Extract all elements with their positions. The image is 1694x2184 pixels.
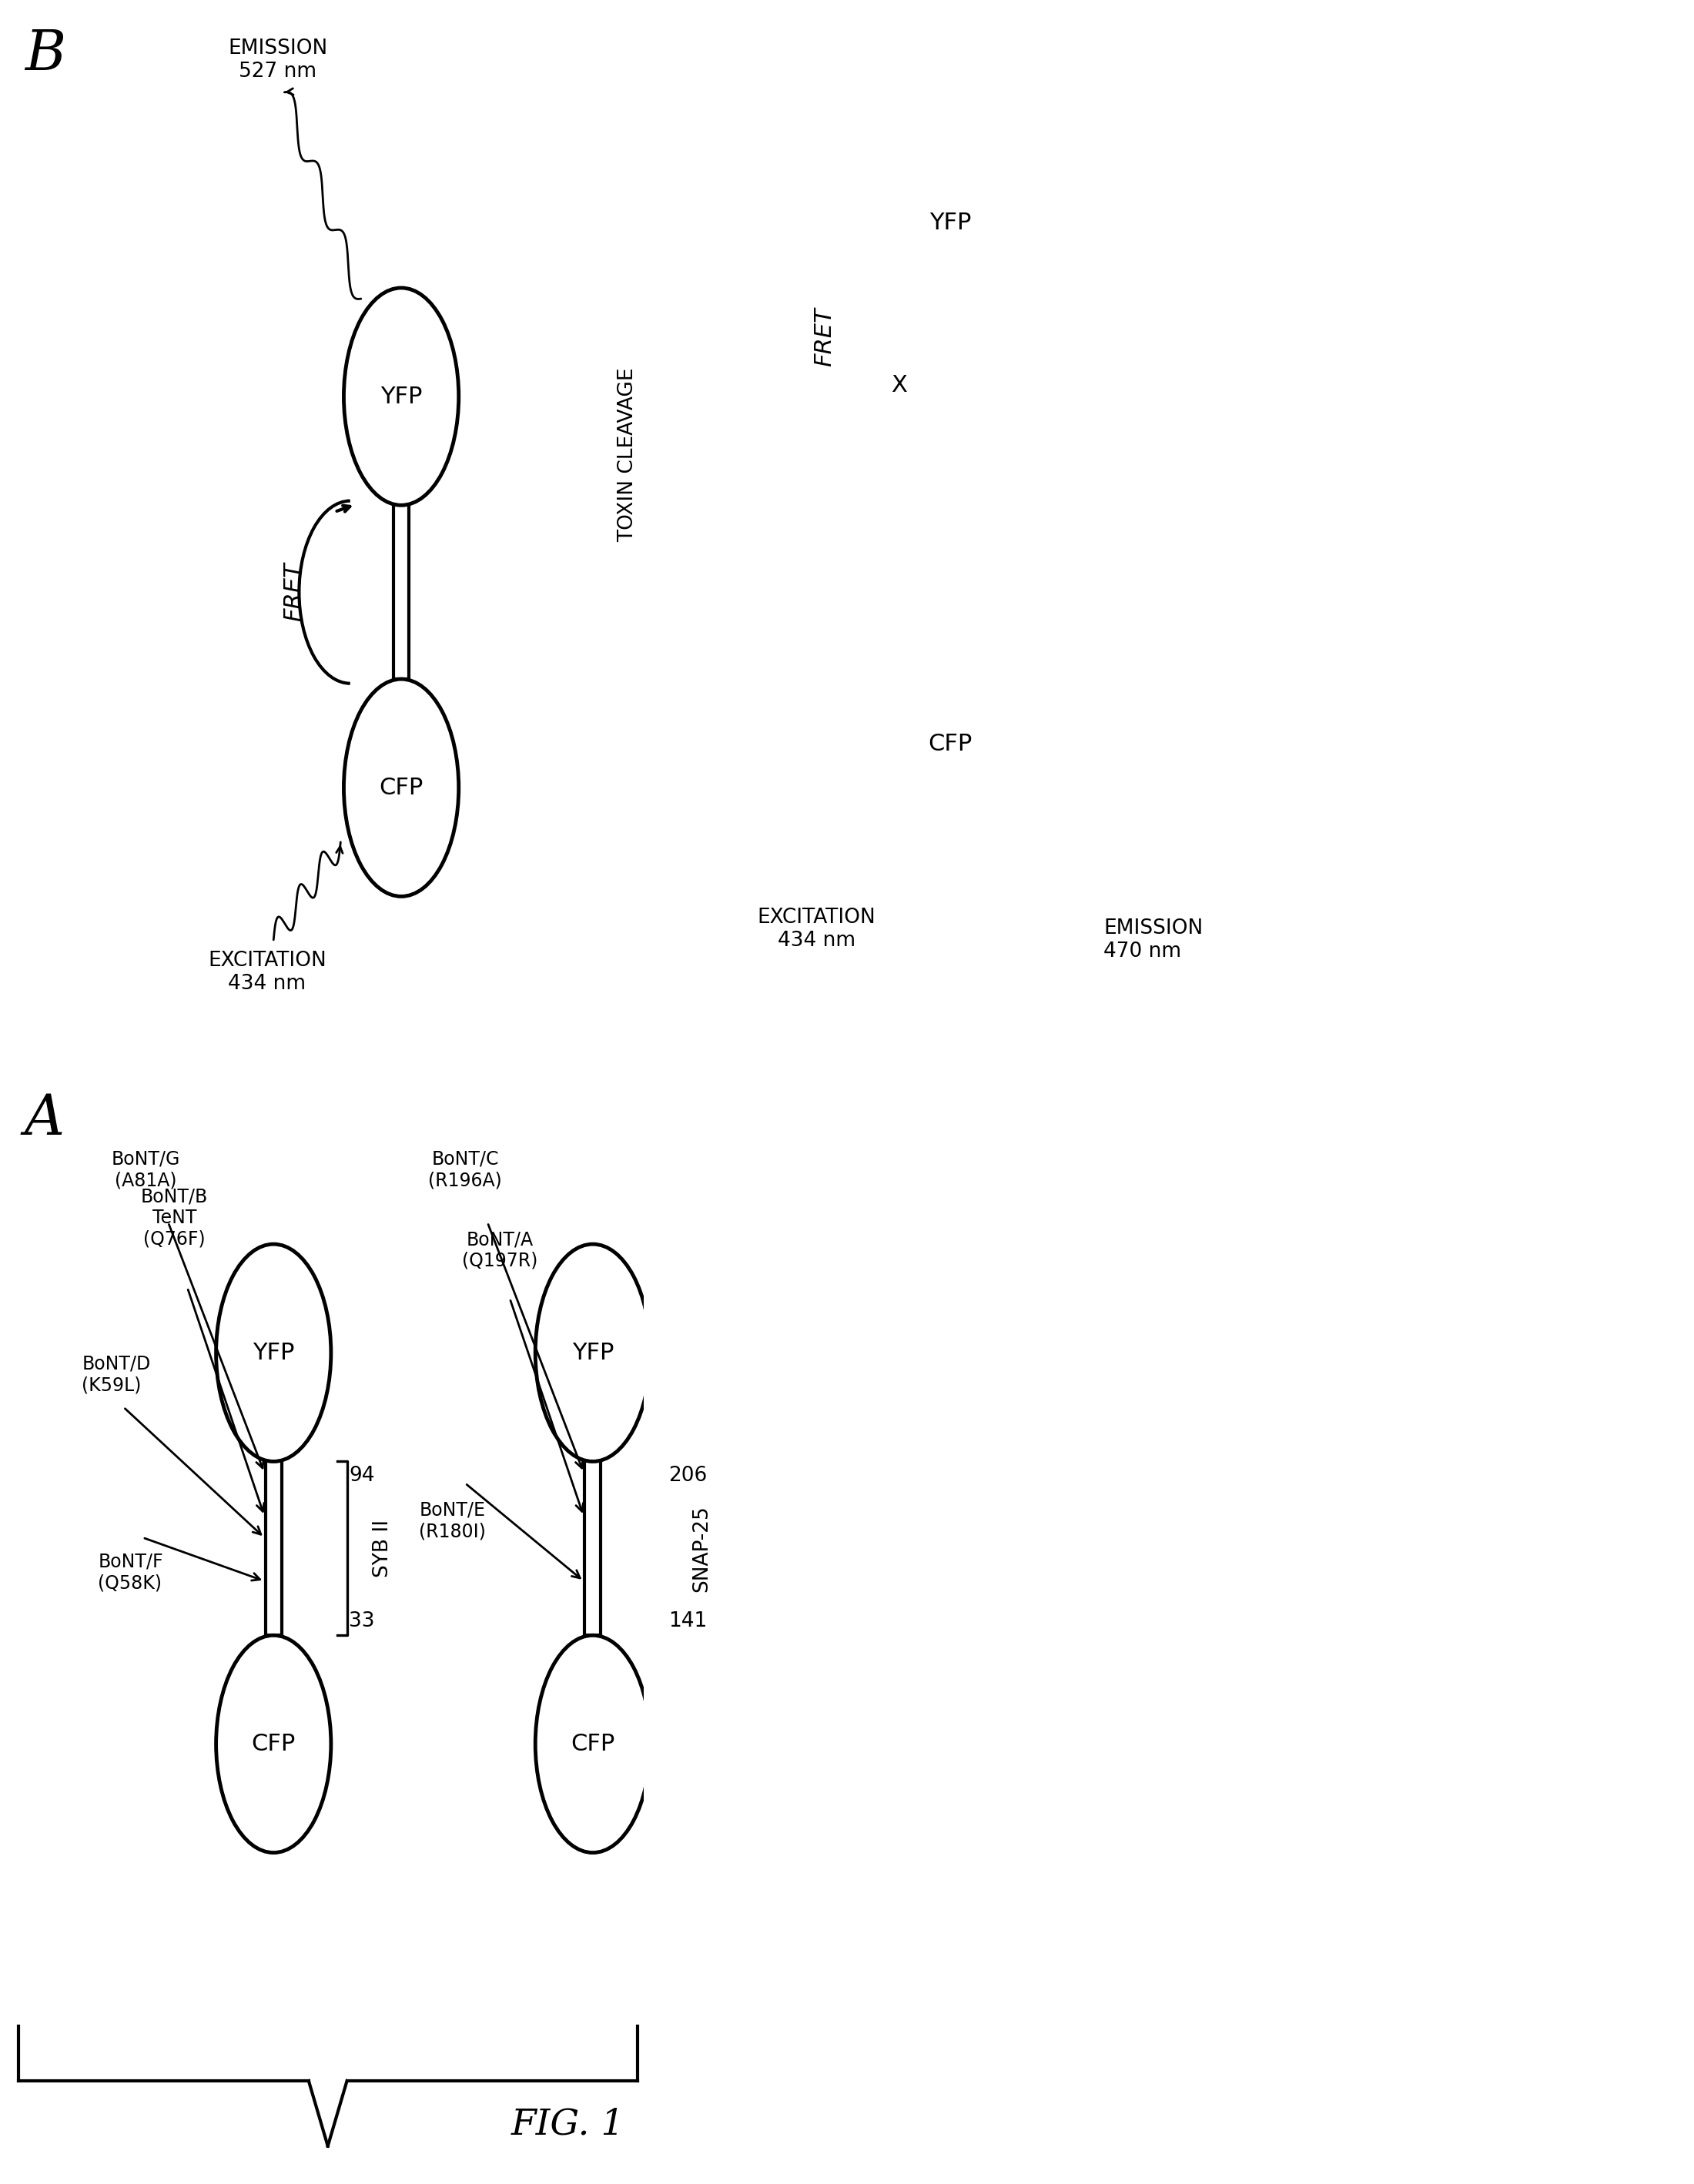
- Text: BoNT/G
(A81A): BoNT/G (A81A): [112, 1151, 180, 1190]
- Bar: [945, 332, 955, 408]
- Text: BoNT/B
TeNT
(Q76F): BoNT/B TeNT (Q76F): [141, 1188, 208, 1249]
- Ellipse shape: [535, 1245, 650, 1461]
- Ellipse shape: [217, 1245, 330, 1461]
- Ellipse shape: [535, 1636, 650, 1852]
- Text: EMISSION
470 nm: EMISSION 470 nm: [1103, 917, 1203, 961]
- Ellipse shape: [344, 288, 459, 505]
- Text: CFP: CFP: [251, 1732, 295, 1756]
- Text: YFP: YFP: [379, 384, 422, 408]
- Text: TOXIN CLEAVAGE: TOXIN CLEAVAGE: [618, 367, 639, 542]
- Text: FRET: FRET: [813, 308, 835, 367]
- Text: X: X: [891, 373, 908, 397]
- Text: BoNT/A
(Q197R): BoNT/A (Q197R): [462, 1230, 539, 1271]
- Ellipse shape: [893, 114, 1008, 332]
- Text: EXCITATION
434 nm: EXCITATION 434 nm: [208, 950, 327, 994]
- Text: 206: 206: [667, 1465, 706, 1485]
- Text: YFP: YFP: [930, 212, 971, 234]
- Text: BoNT/C
(R196A): BoNT/C (R196A): [429, 1151, 501, 1190]
- Text: B: B: [24, 26, 66, 81]
- Text: CFP: CFP: [379, 778, 424, 799]
- Text: YFP: YFP: [252, 1341, 295, 1365]
- Ellipse shape: [217, 1636, 330, 1852]
- Bar: [266, 1461, 281, 1636]
- Text: 33: 33: [349, 1612, 374, 1631]
- Ellipse shape: [344, 679, 459, 895]
- Text: EMISSION
527 nm: EMISSION 527 nm: [229, 39, 327, 81]
- Text: CFP: CFP: [928, 734, 972, 756]
- Text: EXCITATION
434 nm: EXCITATION 434 nm: [757, 906, 876, 950]
- Text: YFP: YFP: [573, 1341, 613, 1365]
- Bar: [945, 515, 955, 636]
- Text: SYB II: SYB II: [373, 1520, 393, 1577]
- Text: BoNT/F
(Q58K): BoNT/F (Q58K): [98, 1553, 163, 1592]
- Text: BoNT/E
(R180I): BoNT/E (R180I): [418, 1500, 486, 1540]
- Bar: [584, 1461, 601, 1636]
- Text: FIG. 1: FIG. 1: [512, 2108, 625, 2143]
- Text: CFP: CFP: [571, 1732, 615, 1756]
- Text: FRET: FRET: [283, 563, 305, 622]
- Bar: [393, 505, 410, 679]
- Text: A: A: [24, 1092, 64, 1147]
- Text: 141: 141: [667, 1612, 706, 1631]
- Text: 94: 94: [349, 1465, 374, 1485]
- Text: SNAP-25: SNAP-25: [691, 1505, 711, 1592]
- Ellipse shape: [893, 636, 1008, 854]
- Text: BoNT/D
(K59L): BoNT/D (K59L): [81, 1354, 151, 1393]
